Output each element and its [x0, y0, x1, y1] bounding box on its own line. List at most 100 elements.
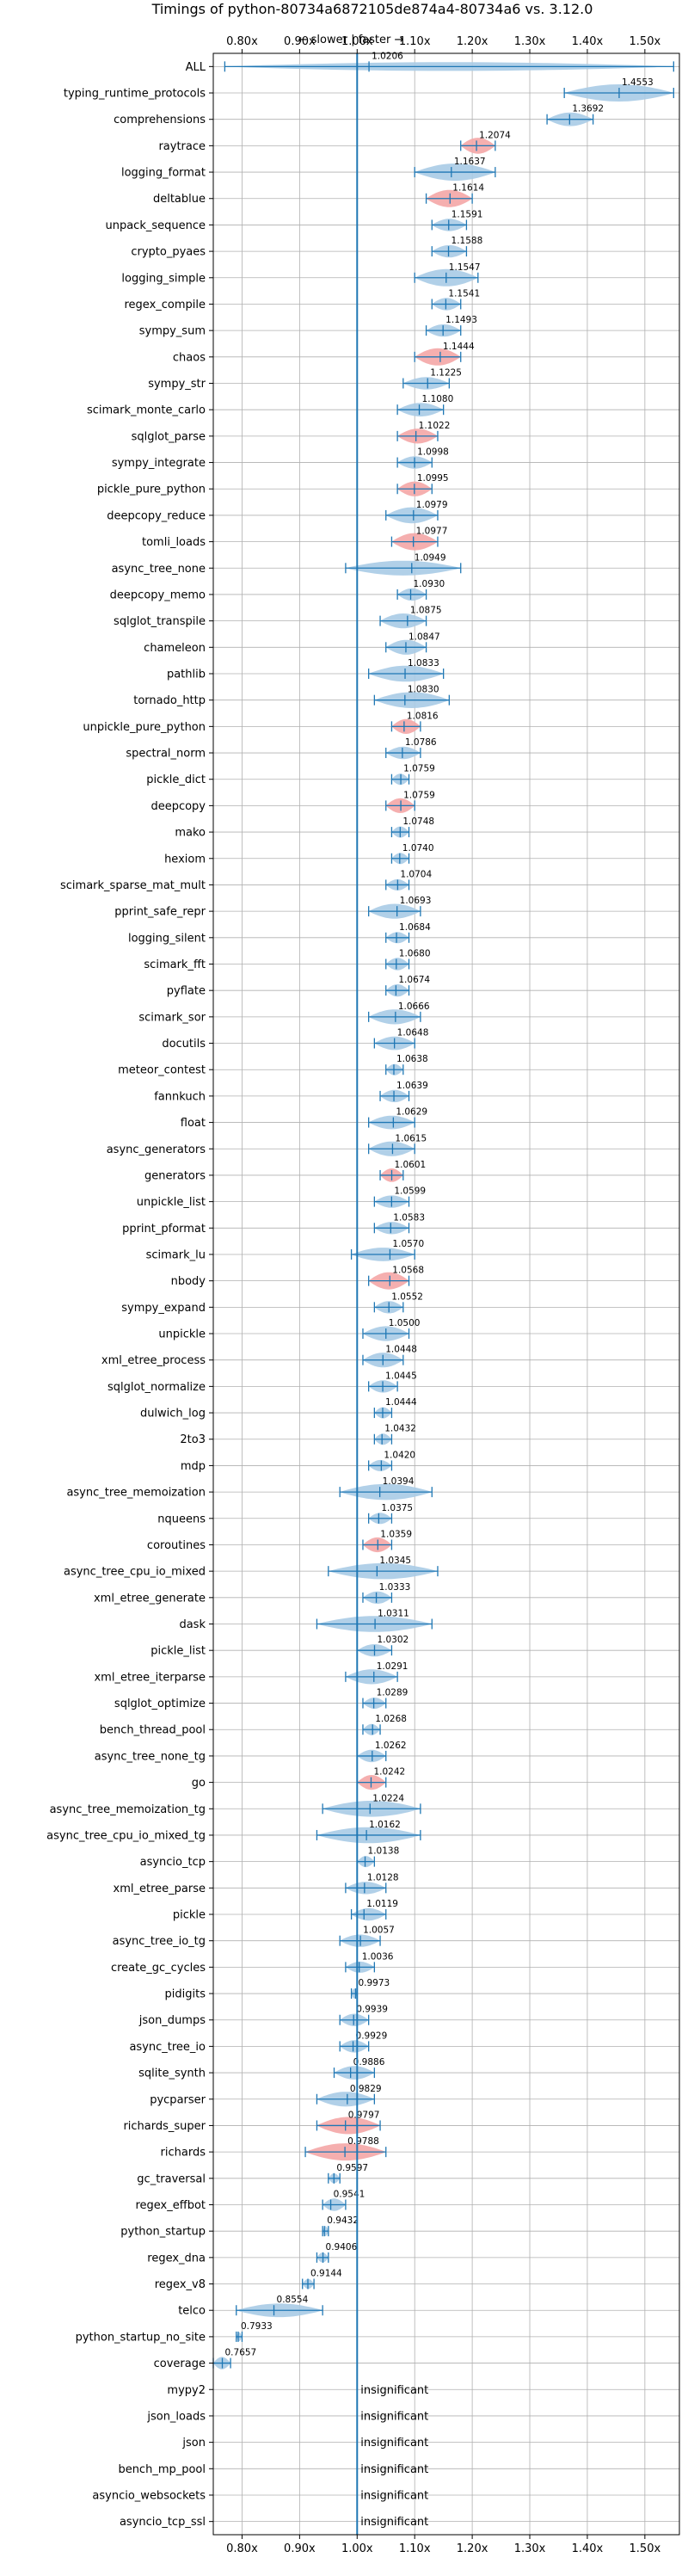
- chart-title: Timings of python-80734a6872105de874a4-8…: [151, 1, 593, 17]
- value-label: 1.0629: [396, 1107, 427, 1118]
- benchmark-name: comprehensions: [114, 114, 206, 126]
- insignificant-label: insignificant: [360, 2437, 428, 2450]
- value-label: 1.0162: [369, 1820, 401, 1830]
- benchmark-name: float: [181, 1117, 206, 1130]
- benchmark-name: async_tree_cpu_io_mixed_tg: [46, 1829, 206, 1842]
- benchmark-name: asyncio_tcp: [140, 1856, 206, 1869]
- value-label: 1.0394: [383, 1476, 415, 1487]
- benchmark-name: async_tree_cpu_io_mixed: [64, 1566, 206, 1579]
- benchmark-name: json: [181, 2437, 206, 2450]
- x-tick-label-top: 1.10x: [399, 35, 431, 48]
- benchmark-name: nbody: [171, 1275, 206, 1288]
- value-label: 0.9597: [336, 2163, 368, 2173]
- plot-frame: [212, 52, 680, 2536]
- value-label: 1.0816: [407, 711, 439, 721]
- x-tick-label-top: 0.80x: [226, 35, 258, 48]
- value-label: 1.0445: [385, 1371, 417, 1381]
- x-tick-label-bottom: 1.40x: [572, 2542, 604, 2555]
- benchmark-name: xml_etree_process: [101, 1354, 206, 1367]
- benchmark-name: deepcopy_memo: [110, 589, 206, 601]
- insignificant-label: insignificant: [360, 2463, 428, 2476]
- benchmark-name: asyncio_websockets: [92, 2489, 206, 2502]
- value-label: 1.0552: [391, 1291, 423, 1302]
- benchmark-name: unpickle_pure_python: [83, 721, 206, 734]
- benchmark-name: asyncio_tcp_ssl: [120, 2516, 206, 2529]
- benchmark-name: json_loads: [146, 2410, 206, 2423]
- benchmark-name: regex_compile: [124, 299, 206, 311]
- benchmark-name: richards_super: [123, 2120, 206, 2133]
- value-label: 1.0444: [385, 1397, 417, 1408]
- benchmark-name: pprint_safe_repr: [114, 906, 206, 919]
- benchmark-name: crypto_pyaes: [131, 246, 206, 259]
- value-label: 1.0704: [400, 869, 432, 879]
- benchmark-name: scimark_fft: [144, 958, 206, 971]
- value-label: 1.0759: [403, 764, 435, 774]
- benchmark-name: xml_etree_iterparse: [94, 1671, 206, 1684]
- benchmark-name: async_generators: [107, 1143, 206, 1156]
- benchmark-name: sqlglot_optimize: [114, 1698, 206, 1710]
- benchmark-name: pickle_dict: [146, 773, 206, 786]
- benchmark-name: mypy2: [167, 2384, 206, 2397]
- axes-layer: 0.80x 0.80x 0.90x 0.90x 1.00x 1.00x 1.10x 1.10x…: [209, 35, 680, 2555]
- benchmark-name: async_tree_memoization_tg: [50, 1803, 206, 1816]
- benchmark-name: async_tree_io: [129, 2041, 206, 2054]
- benchmark-name: ALL: [186, 61, 206, 74]
- x-tick-label-top: 1.20x: [457, 35, 488, 48]
- benchmark-name: xml_etree_parse: [114, 1883, 206, 1895]
- value-label: 1.1444: [443, 342, 475, 352]
- marks-layer: 1.0206 1.4553 1.3692 1.2074 1.1637 1.1614 1.15…: [212, 51, 674, 2535]
- value-label: 1.4553: [622, 77, 654, 88]
- benchmark-name: async_tree_io_tg: [113, 1935, 206, 1948]
- benchmark-name: tornado_http: [133, 694, 206, 707]
- value-label: 1.0206: [372, 51, 403, 61]
- benchmark-name: bench_mp_pool: [118, 2463, 206, 2476]
- x-tick-label-top: 1.50x: [630, 35, 661, 48]
- value-label: 1.0359: [380, 1529, 412, 1539]
- value-label: 1.0875: [410, 606, 442, 616]
- benchmark-name: scimark_sor: [138, 1011, 206, 1024]
- value-label: 0.9788: [347, 2136, 379, 2147]
- benchmark-name: coroutines: [147, 1539, 206, 1552]
- value-label: 1.0949: [415, 552, 446, 563]
- value-label: 0.9797: [348, 2110, 380, 2120]
- value-label: 1.0639: [396, 1081, 428, 1091]
- value-label: 1.0693: [400, 896, 432, 906]
- value-label: 1.0311: [378, 1609, 409, 1619]
- value-label: 0.7933: [241, 2321, 273, 2332]
- benchmark-name: tomli_loads: [142, 536, 206, 549]
- insignificant-label: insignificant: [360, 2516, 428, 2529]
- benchmark-name: nqueens: [157, 1513, 206, 1525]
- x-tick-label-top: 1.00x: [341, 35, 373, 48]
- value-label: 1.0684: [399, 922, 431, 933]
- benchmark-name: raytrace: [158, 140, 206, 153]
- value-label: 1.0128: [367, 1872, 399, 1883]
- benchmark-name: sympy_sum: [139, 325, 206, 338]
- benchmark-name: deltablue: [153, 193, 206, 206]
- value-label: 0.9939: [356, 2005, 388, 2015]
- benchmark-name: meteor_contest: [118, 1064, 206, 1077]
- value-label: 1.0833: [408, 658, 439, 669]
- benchmark-name: 2to3: [180, 1433, 206, 1446]
- value-label: 1.0448: [385, 1345, 417, 1355]
- benchmark-name: hexiom: [164, 853, 206, 866]
- benchmark-name: richards: [161, 2147, 206, 2160]
- value-label: 1.3692: [572, 104, 604, 114]
- benchmark-name: mdp: [181, 1460, 206, 1473]
- benchmark-name: async_tree_memoization: [66, 1487, 206, 1500]
- value-label: 0.9541: [334, 2189, 366, 2199]
- benchmark-name: dulwich_log: [140, 1408, 206, 1420]
- value-label: 1.1541: [448, 288, 480, 299]
- value-label: 1.0674: [398, 975, 430, 985]
- value-label: 0.9886: [353, 2057, 385, 2068]
- value-label: 1.1591: [452, 209, 483, 219]
- benchmark-name: pyflate: [167, 985, 206, 998]
- benchmark-name: scimark_monte_carlo: [87, 404, 206, 417]
- x-tick-label-bottom: 1.00x: [341, 2542, 373, 2555]
- value-label: 1.0268: [375, 1714, 407, 1724]
- benchmark-name: sympy_expand: [121, 1302, 206, 1315]
- benchmark-name: sympy_integrate: [112, 457, 206, 470]
- insignificant-label: insignificant: [360, 2410, 428, 2423]
- value-label: 1.0291: [377, 1661, 408, 1672]
- benchmark-name: chameleon: [144, 642, 206, 655]
